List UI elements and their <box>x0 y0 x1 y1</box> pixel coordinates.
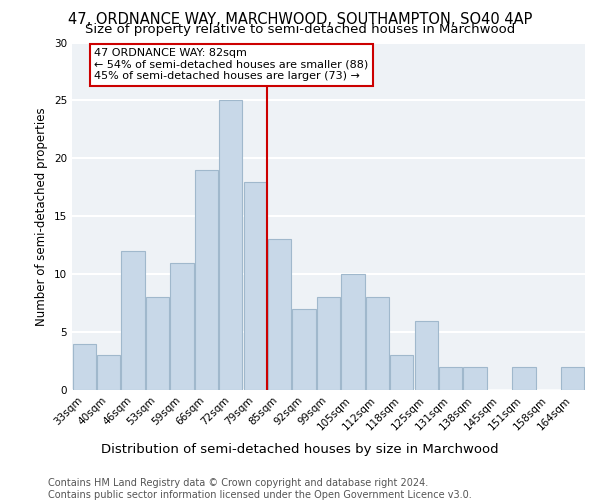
Text: 47, ORDNANCE WAY, MARCHWOOD, SOUTHAMPTON, SO40 4AP: 47, ORDNANCE WAY, MARCHWOOD, SOUTHAMPTON… <box>68 12 532 28</box>
Bar <box>97 355 120 390</box>
Bar <box>219 100 242 390</box>
Bar <box>292 309 316 390</box>
Text: 47 ORDNANCE WAY: 82sqm
← 54% of semi-detached houses are smaller (88)
45% of sem: 47 ORDNANCE WAY: 82sqm ← 54% of semi-det… <box>94 48 369 82</box>
Bar <box>512 367 536 390</box>
Bar <box>195 170 218 390</box>
Bar <box>390 355 413 390</box>
Bar <box>439 367 462 390</box>
Bar <box>366 298 389 390</box>
Bar <box>146 298 169 390</box>
Bar <box>317 298 340 390</box>
Bar <box>73 344 96 390</box>
Text: Distribution of semi-detached houses by size in Marchwood: Distribution of semi-detached houses by … <box>101 442 499 456</box>
Bar <box>268 240 291 390</box>
Text: Size of property relative to semi-detached houses in Marchwood: Size of property relative to semi-detach… <box>85 22 515 36</box>
Bar <box>244 182 267 390</box>
Bar <box>463 367 487 390</box>
Bar <box>341 274 365 390</box>
Bar <box>561 367 584 390</box>
Text: Contains HM Land Registry data © Crown copyright and database right 2024.
Contai: Contains HM Land Registry data © Crown c… <box>48 478 472 500</box>
Bar <box>170 262 194 390</box>
Y-axis label: Number of semi-detached properties: Number of semi-detached properties <box>35 107 49 326</box>
Bar <box>415 320 438 390</box>
Bar <box>121 251 145 390</box>
